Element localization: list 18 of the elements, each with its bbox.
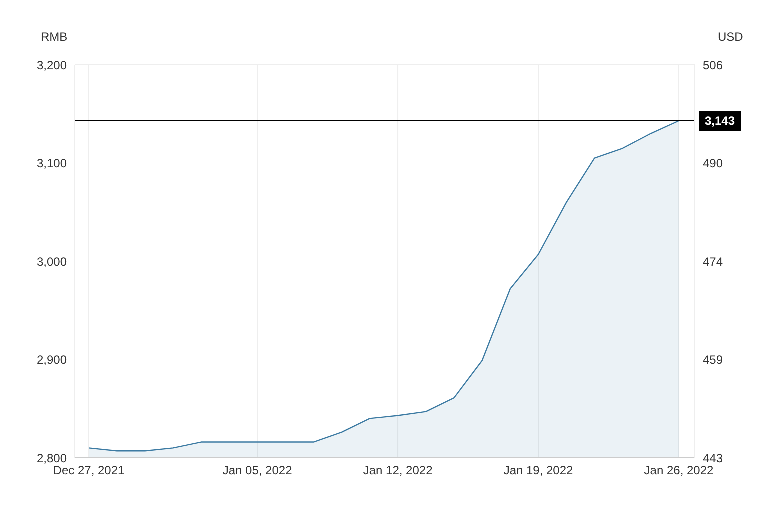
x-tick-label: Jan 19, 2022 (504, 464, 574, 478)
y2-tick-label: 443 (703, 451, 724, 466)
y-tick-label: 3,200 (36, 58, 68, 72)
y2-tick-label: 459 (703, 353, 724, 368)
x-tick-label: Jan 26, 2022 (644, 464, 714, 478)
ref-line-label: 3,143 (704, 114, 736, 128)
y-tick-label: 3,000 (36, 254, 68, 269)
x-tick-label: Dec 27, 2021 (53, 464, 126, 478)
y2-tick-label: 490 (703, 156, 724, 171)
y-tick-label: 2,900 (36, 353, 68, 368)
y2-tick-label: 474 (703, 254, 724, 269)
y-tick-label: 2,800 (36, 451, 68, 466)
y-tick-label: 3,100 (36, 156, 68, 171)
y2-axis-title: USD (718, 30, 744, 44)
x-tick-label: Jan 12, 2022 (363, 464, 434, 478)
x-tick-label: Jan 05, 2022 (222, 464, 293, 478)
y-axis-title: RMB (41, 30, 68, 44)
y2-tick-label: 506 (703, 58, 724, 72)
